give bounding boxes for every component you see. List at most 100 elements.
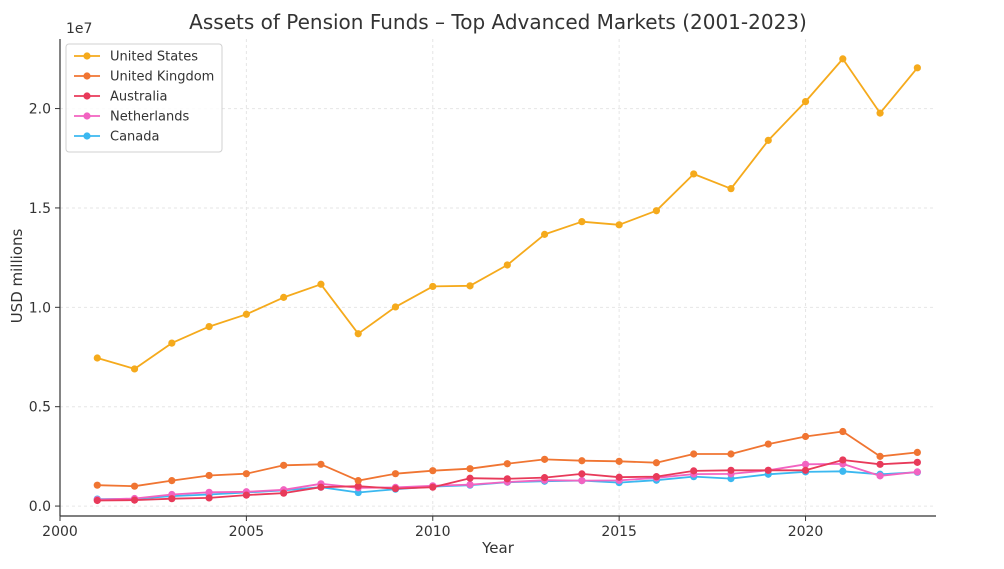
data-point (652, 459, 661, 467)
legend-label: Canada (110, 130, 159, 145)
data-point (876, 472, 884, 480)
data-point (130, 365, 139, 373)
data-point (540, 455, 549, 463)
data-point (578, 477, 586, 485)
data-point (429, 483, 437, 491)
x-tick-label: 2015 (601, 524, 637, 540)
data-point (801, 432, 810, 441)
data-point (615, 473, 623, 481)
y-tick-label: 1.0 (29, 300, 51, 316)
data-point (839, 55, 847, 63)
y-tick-label: 0.5 (29, 400, 51, 416)
data-point (540, 474, 549, 482)
y-tick-label: 2.0 (29, 102, 51, 118)
legend-item: United Kingdom (74, 70, 214, 85)
data-point (317, 280, 325, 288)
data-point (168, 339, 176, 347)
legend-label: United Kingdom (110, 70, 214, 85)
data-point (690, 450, 698, 458)
data-point (466, 474, 474, 482)
series-united-states (93, 55, 921, 373)
legend-item: Australia (74, 90, 168, 105)
data-point (205, 322, 213, 331)
data-point (93, 354, 101, 362)
data-point (578, 457, 586, 465)
data-point (466, 480, 474, 489)
data-point (764, 466, 772, 474)
legend-box (65, 43, 223, 153)
data-point (93, 496, 101, 505)
x-axis-label: Year (481, 539, 515, 557)
legend: United States United Kingdom Australia Neth… (65, 43, 223, 153)
data-point (727, 466, 735, 474)
data-point (168, 495, 176, 503)
data-point (429, 467, 437, 475)
data-point (764, 136, 772, 144)
data-point (801, 460, 810, 468)
data-point (839, 427, 847, 436)
data-point (913, 64, 921, 72)
data-point (839, 456, 847, 464)
legend-swatch-marker (83, 112, 91, 120)
data-point (913, 468, 921, 476)
data-point (205, 471, 213, 480)
data-point (242, 491, 250, 499)
data-point (839, 467, 847, 475)
data-point (615, 457, 623, 465)
data-point (354, 482, 362, 490)
data-point (801, 466, 810, 474)
data-point (727, 450, 735, 458)
data-point (801, 98, 810, 106)
data-point (652, 473, 661, 481)
data-point (242, 310, 250, 318)
legend-item: United States (74, 50, 198, 65)
y-tick-label: 0.0 (29, 499, 51, 515)
data-point (466, 465, 474, 473)
x-tick-label: 2010 (415, 524, 451, 540)
legend-label: Netherlands (110, 110, 189, 125)
data-point (354, 330, 362, 338)
data-point (578, 218, 586, 226)
data-point (205, 494, 213, 502)
data-point (354, 477, 362, 485)
data-point (130, 496, 139, 504)
data-point (280, 461, 288, 469)
legend-swatch-marker (83, 92, 91, 100)
x-tick-label: 2020 (788, 524, 824, 540)
data-point (503, 475, 511, 483)
series-lines (93, 55, 921, 505)
x-tick-label: 2000 (42, 524, 78, 540)
data-point (876, 460, 884, 468)
legend-swatch-marker (83, 52, 91, 60)
data-point (913, 458, 921, 466)
data-point (391, 484, 400, 493)
series-united-kingdom (93, 427, 921, 490)
data-point (317, 483, 325, 491)
data-point (93, 481, 101, 489)
legend-item: Canada (74, 130, 159, 145)
legend-item: Netherlands (74, 110, 189, 125)
data-point (317, 460, 325, 468)
data-point (466, 282, 474, 290)
data-point (690, 467, 698, 475)
data-point (876, 109, 884, 117)
chart-title: Assets of Pension Funds – Top Advanced M… (189, 10, 807, 34)
data-point (652, 207, 661, 215)
data-point (764, 440, 772, 448)
data-point (503, 460, 511, 468)
y-tick-label: 1.5 (29, 201, 51, 217)
data-point (130, 482, 139, 490)
y-axis-label: USD millions (8, 229, 26, 324)
x-tick-label: 2005 (229, 524, 265, 540)
legend-label: Australia (110, 90, 168, 105)
data-point (205, 488, 213, 496)
data-point (429, 282, 437, 291)
data-point (242, 470, 250, 478)
axes (59, 39, 936, 517)
data-point (615, 221, 623, 229)
data-point (280, 489, 288, 497)
data-point (690, 170, 698, 178)
legend-swatch-marker (83, 72, 91, 80)
data-point (876, 452, 884, 460)
